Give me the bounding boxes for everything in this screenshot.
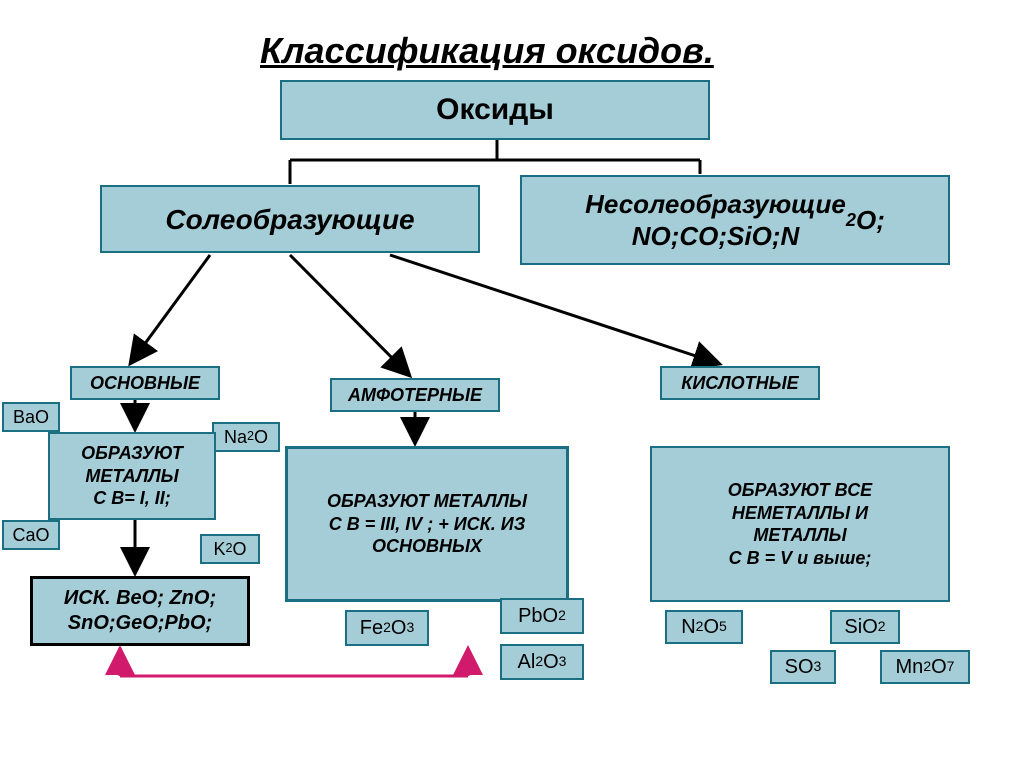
- node-kisl: КИСЛОТНЫЕ: [660, 366, 820, 400]
- node-so3: SO3: [770, 650, 836, 684]
- node-left1: Солеобразующие: [100, 185, 480, 253]
- node-k2o: K2O: [200, 534, 260, 564]
- node-isk: ИСК. BeO; ZnO;SnO;GeO;PbO;: [30, 576, 250, 646]
- node-mn2o7: Mn2O7: [880, 650, 970, 684]
- node-cao: CaO: [2, 520, 60, 550]
- node-pbo2: PbO2: [500, 598, 584, 634]
- node-obr3: ОБРАЗУЮТ ВСЕНЕМЕТАЛЛЫ ИМЕТАЛЛЫС В = V и …: [650, 446, 950, 602]
- node-osnov: ОСНОВНЫЕ: [70, 366, 220, 400]
- node-right1: НесолеобразующиеNO;CO;SiO;N2O;: [520, 175, 950, 265]
- node-fe2o3: Fe2O3: [345, 610, 429, 646]
- node-n2o5: N2O5: [665, 610, 743, 644]
- node-amf: АМФОТЕРНЫЕ: [330, 378, 500, 412]
- node-obr2: ОБРАЗУЮТ МЕТАЛЛЫС В = III, IV ; + ИСК. И…: [285, 446, 569, 602]
- node-bao: BaO: [2, 402, 60, 432]
- diagram-title: Классификация оксидов.: [260, 30, 714, 72]
- node-na2o: Na2O: [212, 422, 280, 452]
- node-sio2: SiO2: [830, 610, 900, 644]
- node-obr1: ОБРАЗУЮТМЕТАЛЛЫС В= I, II;: [48, 432, 216, 520]
- node-root: Оксиды: [280, 80, 710, 140]
- node-al2o3: Al2O3: [500, 644, 584, 680]
